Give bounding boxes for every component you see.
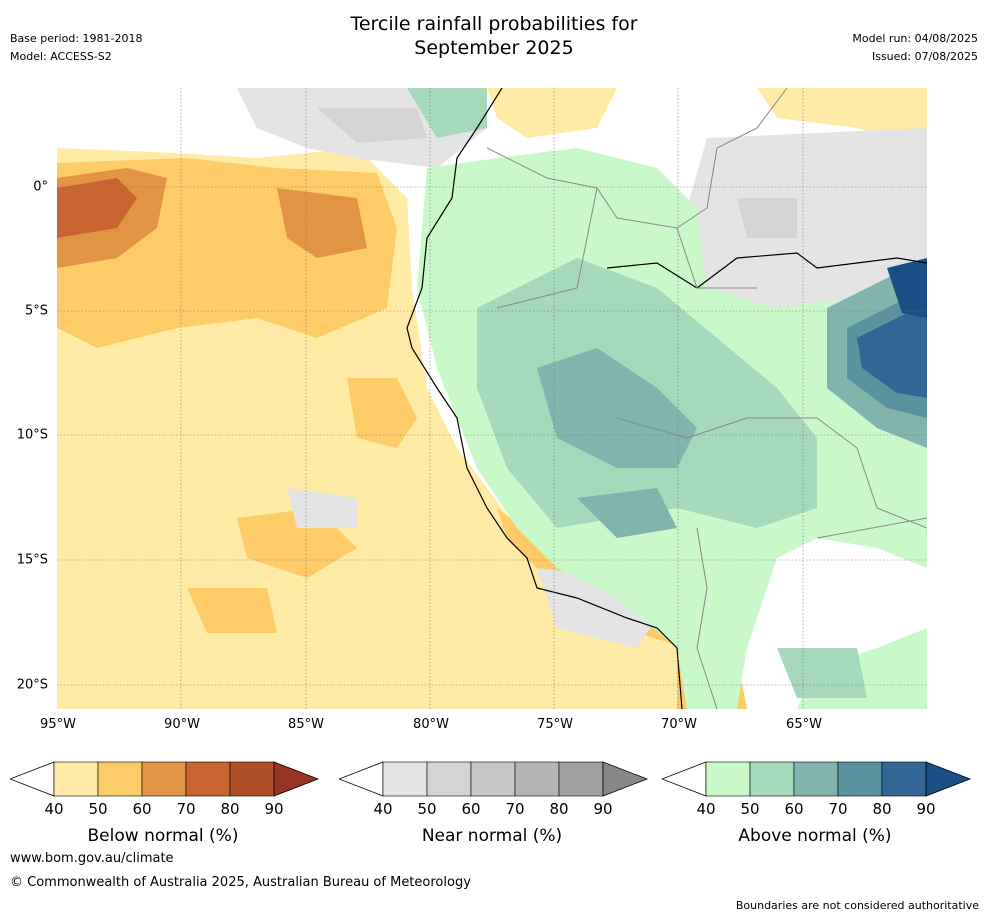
above-normal-north-coast [407, 88, 487, 138]
colorbar-tick-label: 90 [264, 800, 284, 818]
footer-url: www.bom.gov.au/climate [10, 851, 174, 866]
colorbar-segment [382, 761, 428, 797]
colorbar-segment [705, 761, 751, 797]
colorbar-tick-label: 80 [872, 800, 892, 818]
below-normal-top-strip [487, 88, 617, 138]
probability-map [57, 88, 927, 709]
colorbar-tick-label: 60 [132, 800, 152, 818]
near-normal-west [287, 488, 357, 528]
amazon-river [606, 252, 927, 289]
colorbar-low-extend [662, 761, 707, 797]
below-normal-60-patch [277, 188, 367, 258]
colorbar-segment [97, 761, 143, 797]
gridlines [57, 88, 927, 709]
above-normal-east-90 [887, 258, 927, 318]
y-tick-20s: 20°S [16, 677, 48, 693]
country-borders [486, 88, 927, 709]
colorbar-below-normal [10, 761, 320, 797]
colorbar-segment [881, 761, 927, 797]
colorbar-segment [185, 761, 231, 797]
colorbar-high-extend [925, 761, 972, 797]
model-name: Model: ACCESS-S2 [10, 50, 112, 63]
near-normal-north-2 [317, 108, 427, 143]
colorbar-tick-label: 70 [176, 800, 196, 818]
y-tick-15s: 15°S [16, 552, 48, 568]
colorbar-tick-label: 60 [784, 800, 804, 818]
colorbar-tick-label: 40 [373, 800, 393, 818]
colorbar-tick-label: 60 [461, 800, 481, 818]
colorbar-tick-label: 70 [505, 800, 525, 818]
colorbar-segment [558, 761, 604, 797]
x-tick-85w: 85°W [288, 717, 324, 732]
below-normal-50-patch-3 [187, 588, 277, 633]
colorbar-segment [749, 761, 795, 797]
x-tick-75w: 75°W [537, 717, 573, 732]
colorbar-near-normal [339, 761, 649, 797]
colorbar-above-normal [662, 761, 972, 797]
x-tick-95w: 95°W [40, 717, 76, 732]
colorbar-segment [229, 761, 275, 797]
base-period: Base period: 1981-2018 [10, 32, 143, 45]
colorbar-title-above: Above normal (%) [738, 826, 892, 846]
above-normal-east-80 [857, 303, 927, 398]
title-line-1: Tercile rainfall probabilities for [350, 13, 638, 35]
colorbar-segment [793, 761, 839, 797]
below-normal-70-region [57, 178, 137, 238]
y-tick-10s: 10°S [16, 427, 48, 443]
model-run: Model run: 04/08/2025 [852, 32, 978, 45]
above-normal-south-east [777, 648, 867, 698]
colorbar-tick-label: 80 [220, 800, 240, 818]
colorbar-tick-label: 90 [916, 800, 936, 818]
near-normal-east-2 [737, 198, 797, 238]
colorbar-title-below: Below normal (%) [87, 826, 239, 846]
colorbar-high-extend [602, 761, 649, 797]
colorbar-segment [426, 761, 472, 797]
colorbar-tick-label: 50 [740, 800, 760, 818]
colorbar-low-extend [339, 761, 384, 797]
colorbar-tick-label: 50 [88, 800, 108, 818]
below-normal-50-patch [347, 378, 417, 448]
colorbar-segment [514, 761, 560, 797]
colorbar-tick-label: 40 [696, 800, 716, 818]
issued-date: Issued: 07/08/2025 [871, 50, 978, 63]
colorbar-segment [837, 761, 883, 797]
x-tick-65w: 65°W [786, 717, 822, 732]
footer-copyright: © Commonwealth of Australia 2025, Austra… [10, 875, 471, 890]
x-tick-70w: 70°W [661, 717, 697, 732]
meta-right: Model run: 04/08/2025 Issued: 07/08/2025 [852, 30, 978, 66]
colorbar-tick-label: 50 [417, 800, 437, 818]
y-tick-5s: 5°S [24, 303, 48, 319]
colorbar-tick-label: 90 [593, 800, 613, 818]
above-normal-60-south [577, 488, 677, 538]
colorbar-tick-label: 80 [549, 800, 569, 818]
colorbar-segment [53, 761, 99, 797]
map-title: Tercile rainfall probabilities for Septe… [0, 12, 988, 60]
colorbar-segment [141, 761, 187, 797]
coastline [406, 88, 683, 709]
colorbar-tick-label: 70 [828, 800, 848, 818]
y-tick-0: 0° [33, 179, 48, 195]
colorbar-segment [470, 761, 516, 797]
x-tick-80w: 80°W [413, 717, 449, 732]
meta-left: Base period: 1981-2018 Model: ACCESS-S2 [10, 30, 142, 66]
title-line-2: September 2025 [414, 37, 574, 59]
footer-note: Boundaries are not considered authoritat… [735, 899, 979, 912]
colorbar-low-extend [10, 761, 55, 797]
colorbar-tick-label: 40 [44, 800, 64, 818]
above-normal-60-region [537, 348, 697, 468]
x-tick-90w: 90°W [164, 717, 200, 732]
colorbar-high-extend [273, 761, 320, 797]
colorbar-title-near: Near normal (%) [421, 826, 563, 846]
